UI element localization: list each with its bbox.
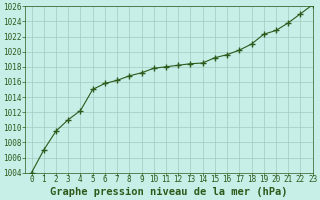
X-axis label: Graphe pression niveau de la mer (hPa): Graphe pression niveau de la mer (hPa) (50, 187, 288, 197)
